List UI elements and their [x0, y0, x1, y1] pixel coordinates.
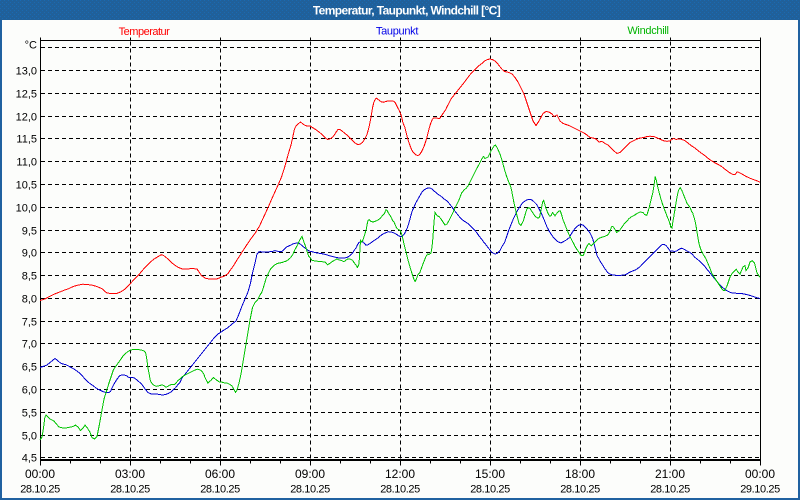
svg-text:21:00: 21:00 — [655, 467, 685, 481]
svg-text:9,0: 9,0 — [22, 248, 37, 260]
svg-text:28.10.25: 28.10.25 — [560, 484, 600, 496]
svg-text:15:00: 15:00 — [475, 467, 505, 481]
svg-text:8,0: 8,0 — [22, 294, 37, 306]
svg-text:Taupunkt: Taupunkt — [376, 26, 418, 38]
svg-text:13,0: 13,0 — [16, 66, 37, 78]
svg-text:Temperatur: Temperatur — [119, 26, 170, 38]
svg-text:8,5: 8,5 — [22, 271, 37, 283]
svg-text:10,0: 10,0 — [16, 203, 37, 215]
svg-text:28.10.25: 28.10.25 — [20, 484, 60, 496]
svg-text:4,5: 4,5 — [22, 453, 37, 465]
svg-text:7,0: 7,0 — [22, 339, 37, 351]
svg-text:11,5: 11,5 — [16, 134, 37, 146]
svg-text:00:00: 00:00 — [25, 467, 55, 481]
svg-text:11,0: 11,0 — [16, 157, 37, 169]
svg-text:06:00: 06:00 — [205, 467, 235, 481]
svg-text:7,5: 7,5 — [22, 317, 37, 329]
svg-text:12:00: 12:00 — [385, 467, 415, 481]
svg-text:Temperatur, Taupunkt, Windchil: Temperatur, Taupunkt, Windchill [°C] — [313, 4, 501, 18]
svg-text:28.10.25: 28.10.25 — [110, 484, 150, 496]
svg-text:10,5: 10,5 — [16, 180, 37, 192]
svg-text:Windchill: Windchill — [627, 25, 668, 37]
svg-text:00:00: 00:00 — [745, 467, 775, 481]
svg-text:5,5: 5,5 — [22, 408, 37, 420]
svg-text:28.10.25: 28.10.25 — [380, 484, 420, 496]
svg-text:28.10.25: 28.10.25 — [200, 484, 240, 496]
svg-text:18:00: 18:00 — [565, 467, 595, 481]
svg-text:28.10.25: 28.10.25 — [290, 484, 330, 496]
svg-text:12,5: 12,5 — [16, 89, 37, 101]
svg-text:03:00: 03:00 — [115, 467, 145, 481]
svg-text:6,5: 6,5 — [22, 362, 37, 374]
svg-text:9,5: 9,5 — [22, 226, 37, 238]
svg-text:28.10.25: 28.10.25 — [470, 484, 510, 496]
svg-text:°C: °C — [25, 40, 37, 52]
svg-text:09:00: 09:00 — [295, 467, 325, 481]
svg-text:6,0: 6,0 — [22, 385, 37, 397]
svg-text:12,0: 12,0 — [16, 112, 37, 124]
svg-text:5,0: 5,0 — [22, 431, 37, 443]
svg-text:28.10.25: 28.10.25 — [650, 484, 690, 496]
svg-text:29.10.25: 29.10.25 — [740, 484, 780, 496]
